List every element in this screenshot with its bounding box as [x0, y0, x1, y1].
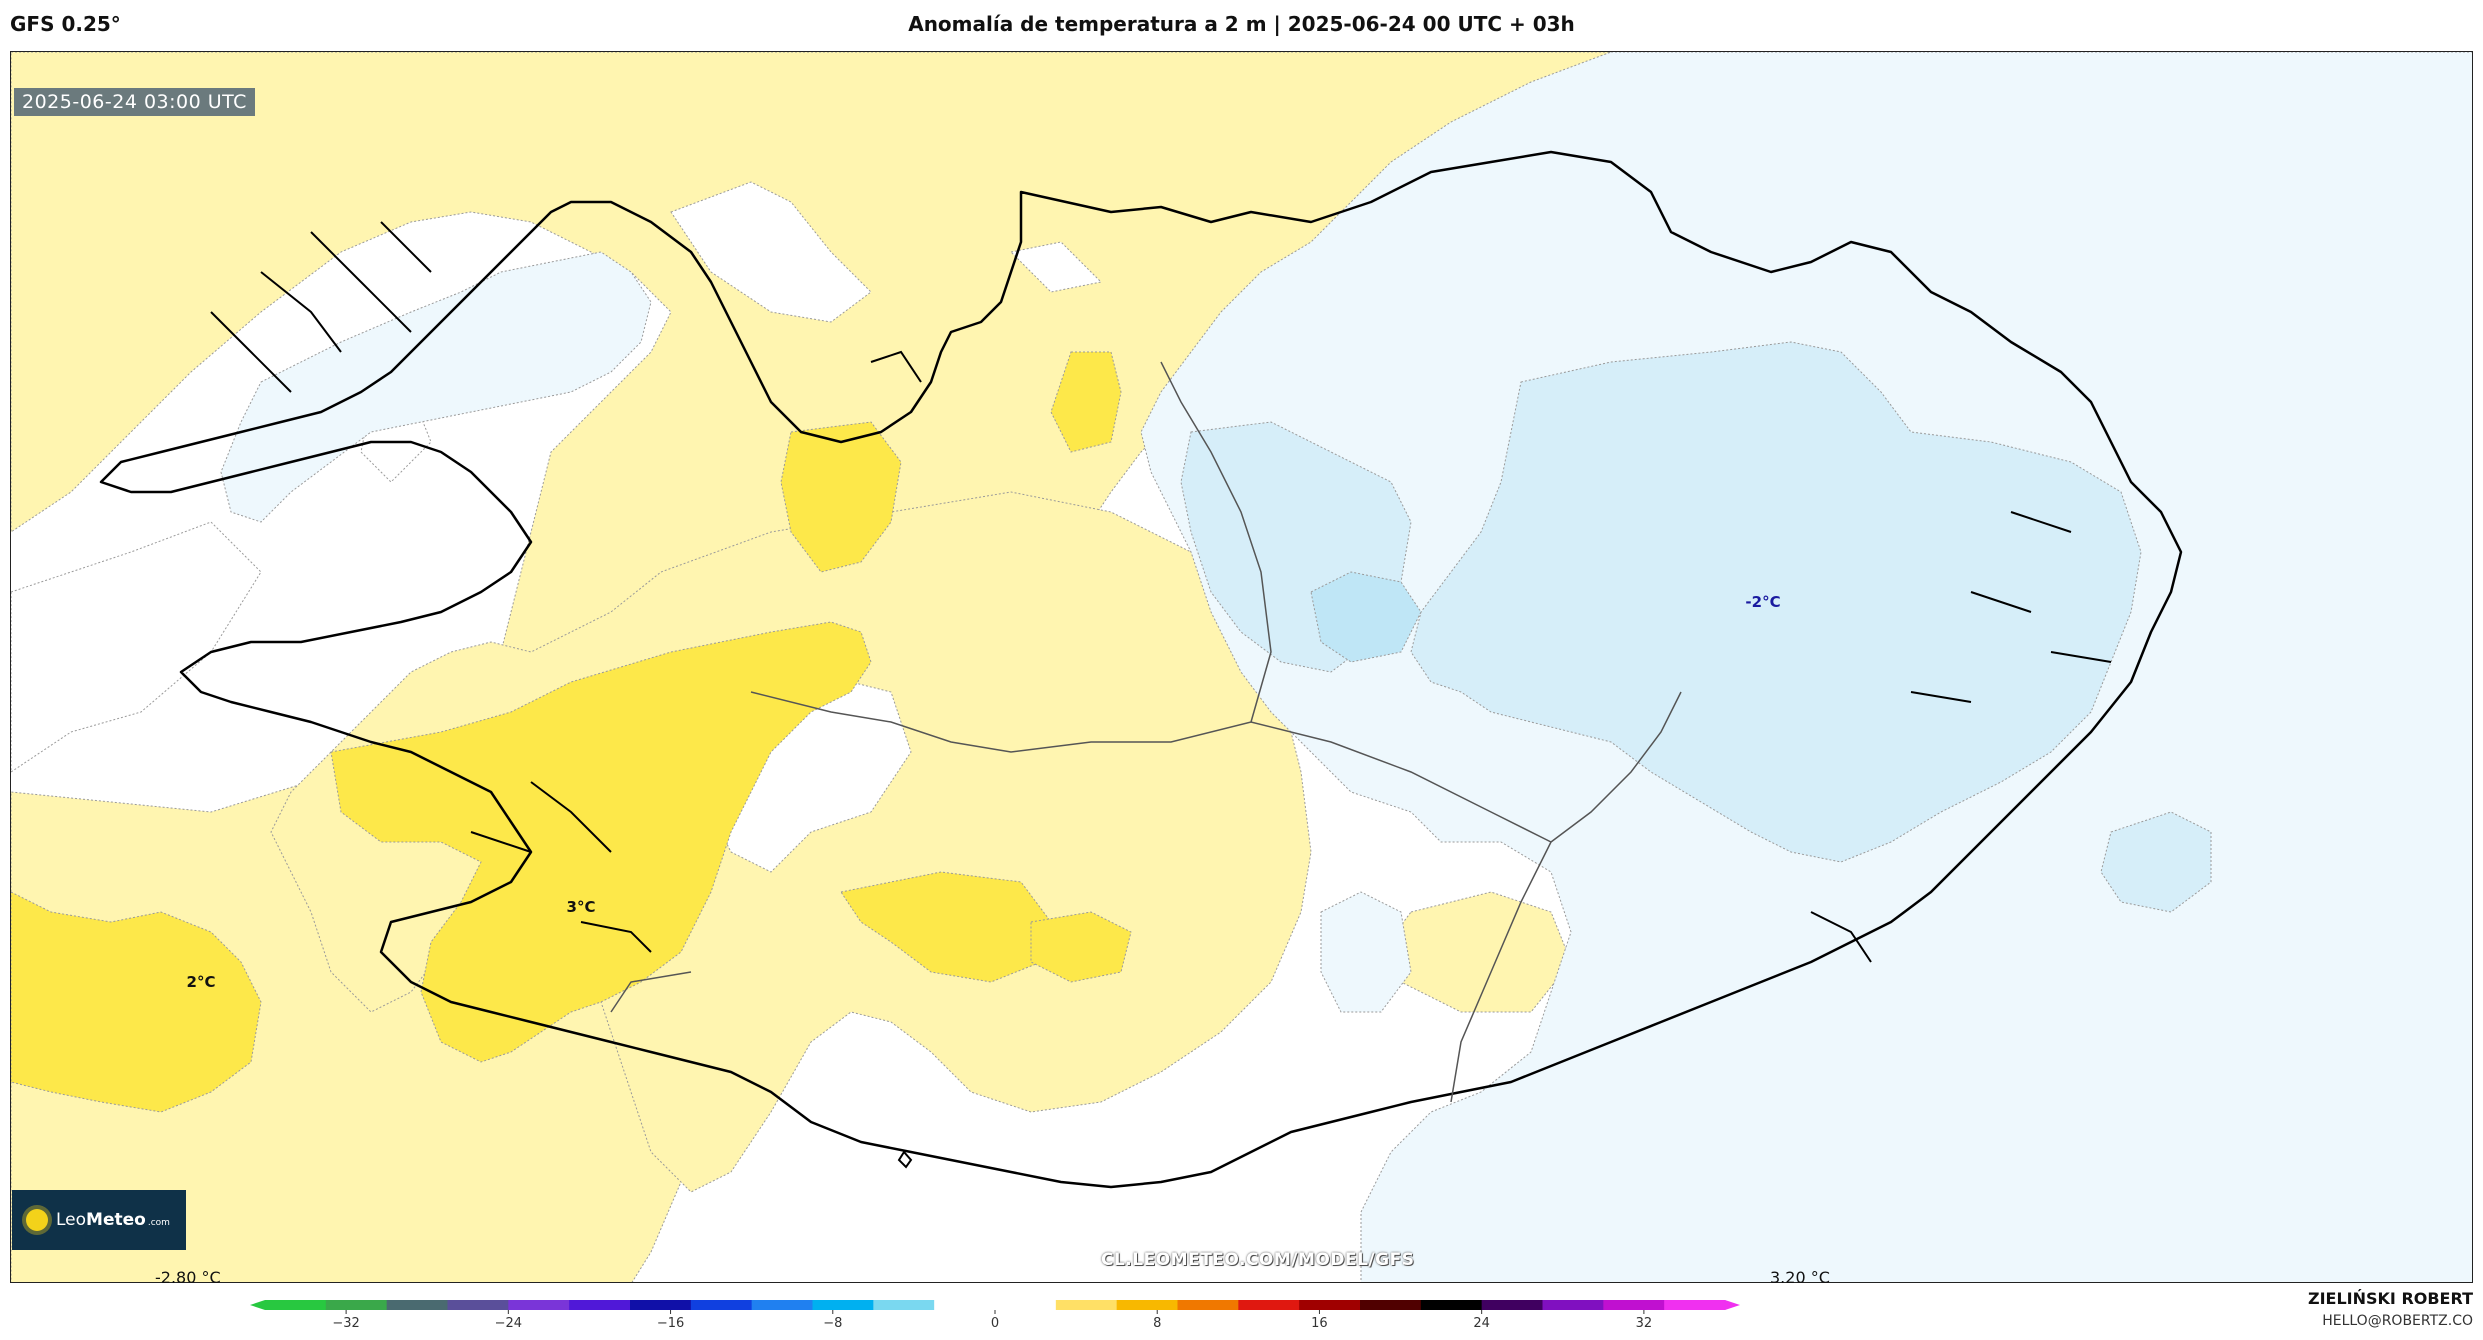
colorbar-segment: [995, 1300, 1057, 1310]
island-small: [897, 1150, 913, 1169]
neutral-fields: [11, 181, 1103, 873]
colorbar-segment: [1420, 1300, 1483, 1310]
colorbar-left-arrow: [250, 1300, 265, 1310]
colorbar-segment: [1664, 1300, 1726, 1310]
valid-time-badge: 2025-06-24 03:00 UTC: [14, 88, 255, 116]
colorbar-segment: [1360, 1300, 1422, 1310]
chart-title: Anomalía de temperatura a 2 m | 2025-06-…: [908, 12, 1575, 36]
colorbar-segment: [873, 1300, 935, 1310]
colorbar-segment: [1055, 1300, 1118, 1310]
logo-text: LeoMeteo: [56, 1210, 146, 1230]
cold-deep-field: [1310, 571, 1422, 663]
colorbar-right-arrow: [1725, 1300, 1740, 1310]
colorbar-segment: [1299, 1300, 1361, 1310]
coastline: [99, 150, 2183, 1189]
colorbar-segment: [447, 1300, 509, 1310]
colorbar-tick-label: −24: [495, 1316, 522, 1331]
colorbar-segment: [690, 1300, 753, 1310]
colorbar-tick-label: 8: [1153, 1316, 1161, 1331]
author-name: ZIELIŃSKI ROBERT: [2307, 1289, 2473, 1308]
colorbar-tick-label: −8: [823, 1316, 842, 1331]
colorbar-segment: [386, 1300, 448, 1310]
anomaly-label-2: 2°C: [187, 973, 216, 991]
colorbar-min-value: -2.80 °C: [155, 1268, 221, 1287]
colorbar-segment: [265, 1300, 327, 1310]
anomaly-label-3: 3°C: [567, 898, 596, 916]
leometeo-logo[interactable]: LeoMeteo .com: [12, 1190, 186, 1250]
colorbar-segment: [1481, 1300, 1543, 1310]
colorbar-segment: [1177, 1300, 1239, 1310]
colorbar-tick-label: 0: [991, 1316, 999, 1331]
source-watermark[interactable]: CL.LEOMETEO.COM/MODEL/GFS: [1101, 1250, 1415, 1270]
colorbar-tick-label: −16: [657, 1316, 684, 1331]
colorbar-tick-label: 32: [1636, 1316, 1653, 1331]
colorbar-max-value: 3.20 °C: [1770, 1268, 1830, 1287]
map-panel[interactable]: 2°C 3°C -2°C 2025-06-24 03:00 UTC LeoMet…: [10, 51, 2473, 1283]
anomaly-map[interactable]: 2°C 3°C -2°C: [11, 52, 2473, 1283]
colorbar-segment: [1238, 1300, 1300, 1310]
colorbar-segment: [751, 1300, 813, 1310]
region-borders: [610, 361, 1682, 1103]
coastline-fjords: [210, 221, 2112, 963]
colorbar-tick-label: 16: [1311, 1316, 1328, 1331]
colorbar-segment: [508, 1300, 570, 1310]
colorbar-segment: [1603, 1300, 1665, 1310]
colorbar-tick-label: 24: [1473, 1316, 1490, 1331]
colorbar-tick-label: −32: [332, 1316, 359, 1331]
colorbar-segment: [325, 1300, 388, 1310]
colorbar: −32 −24 −16 −8 0 8 16 24 32: [250, 1300, 1740, 1331]
colorbar-segment: [1542, 1300, 1604, 1310]
model-name: GFS 0.25°: [10, 12, 121, 36]
sun-icon: [26, 1209, 48, 1231]
colorbar-segment: [569, 1300, 631, 1310]
colorbar-segment: [1116, 1300, 1178, 1310]
colorbar-segment: [812, 1300, 874, 1310]
colorbar-segment: [630, 1300, 692, 1310]
author-email[interactable]: HELLO@ROBERTZ.CO: [2322, 1313, 2473, 1329]
colorbar-segment: [934, 1300, 996, 1310]
anomaly-label-minus-2: -2°C: [1745, 593, 1780, 611]
logo-domain: .com: [147, 1218, 170, 1228]
